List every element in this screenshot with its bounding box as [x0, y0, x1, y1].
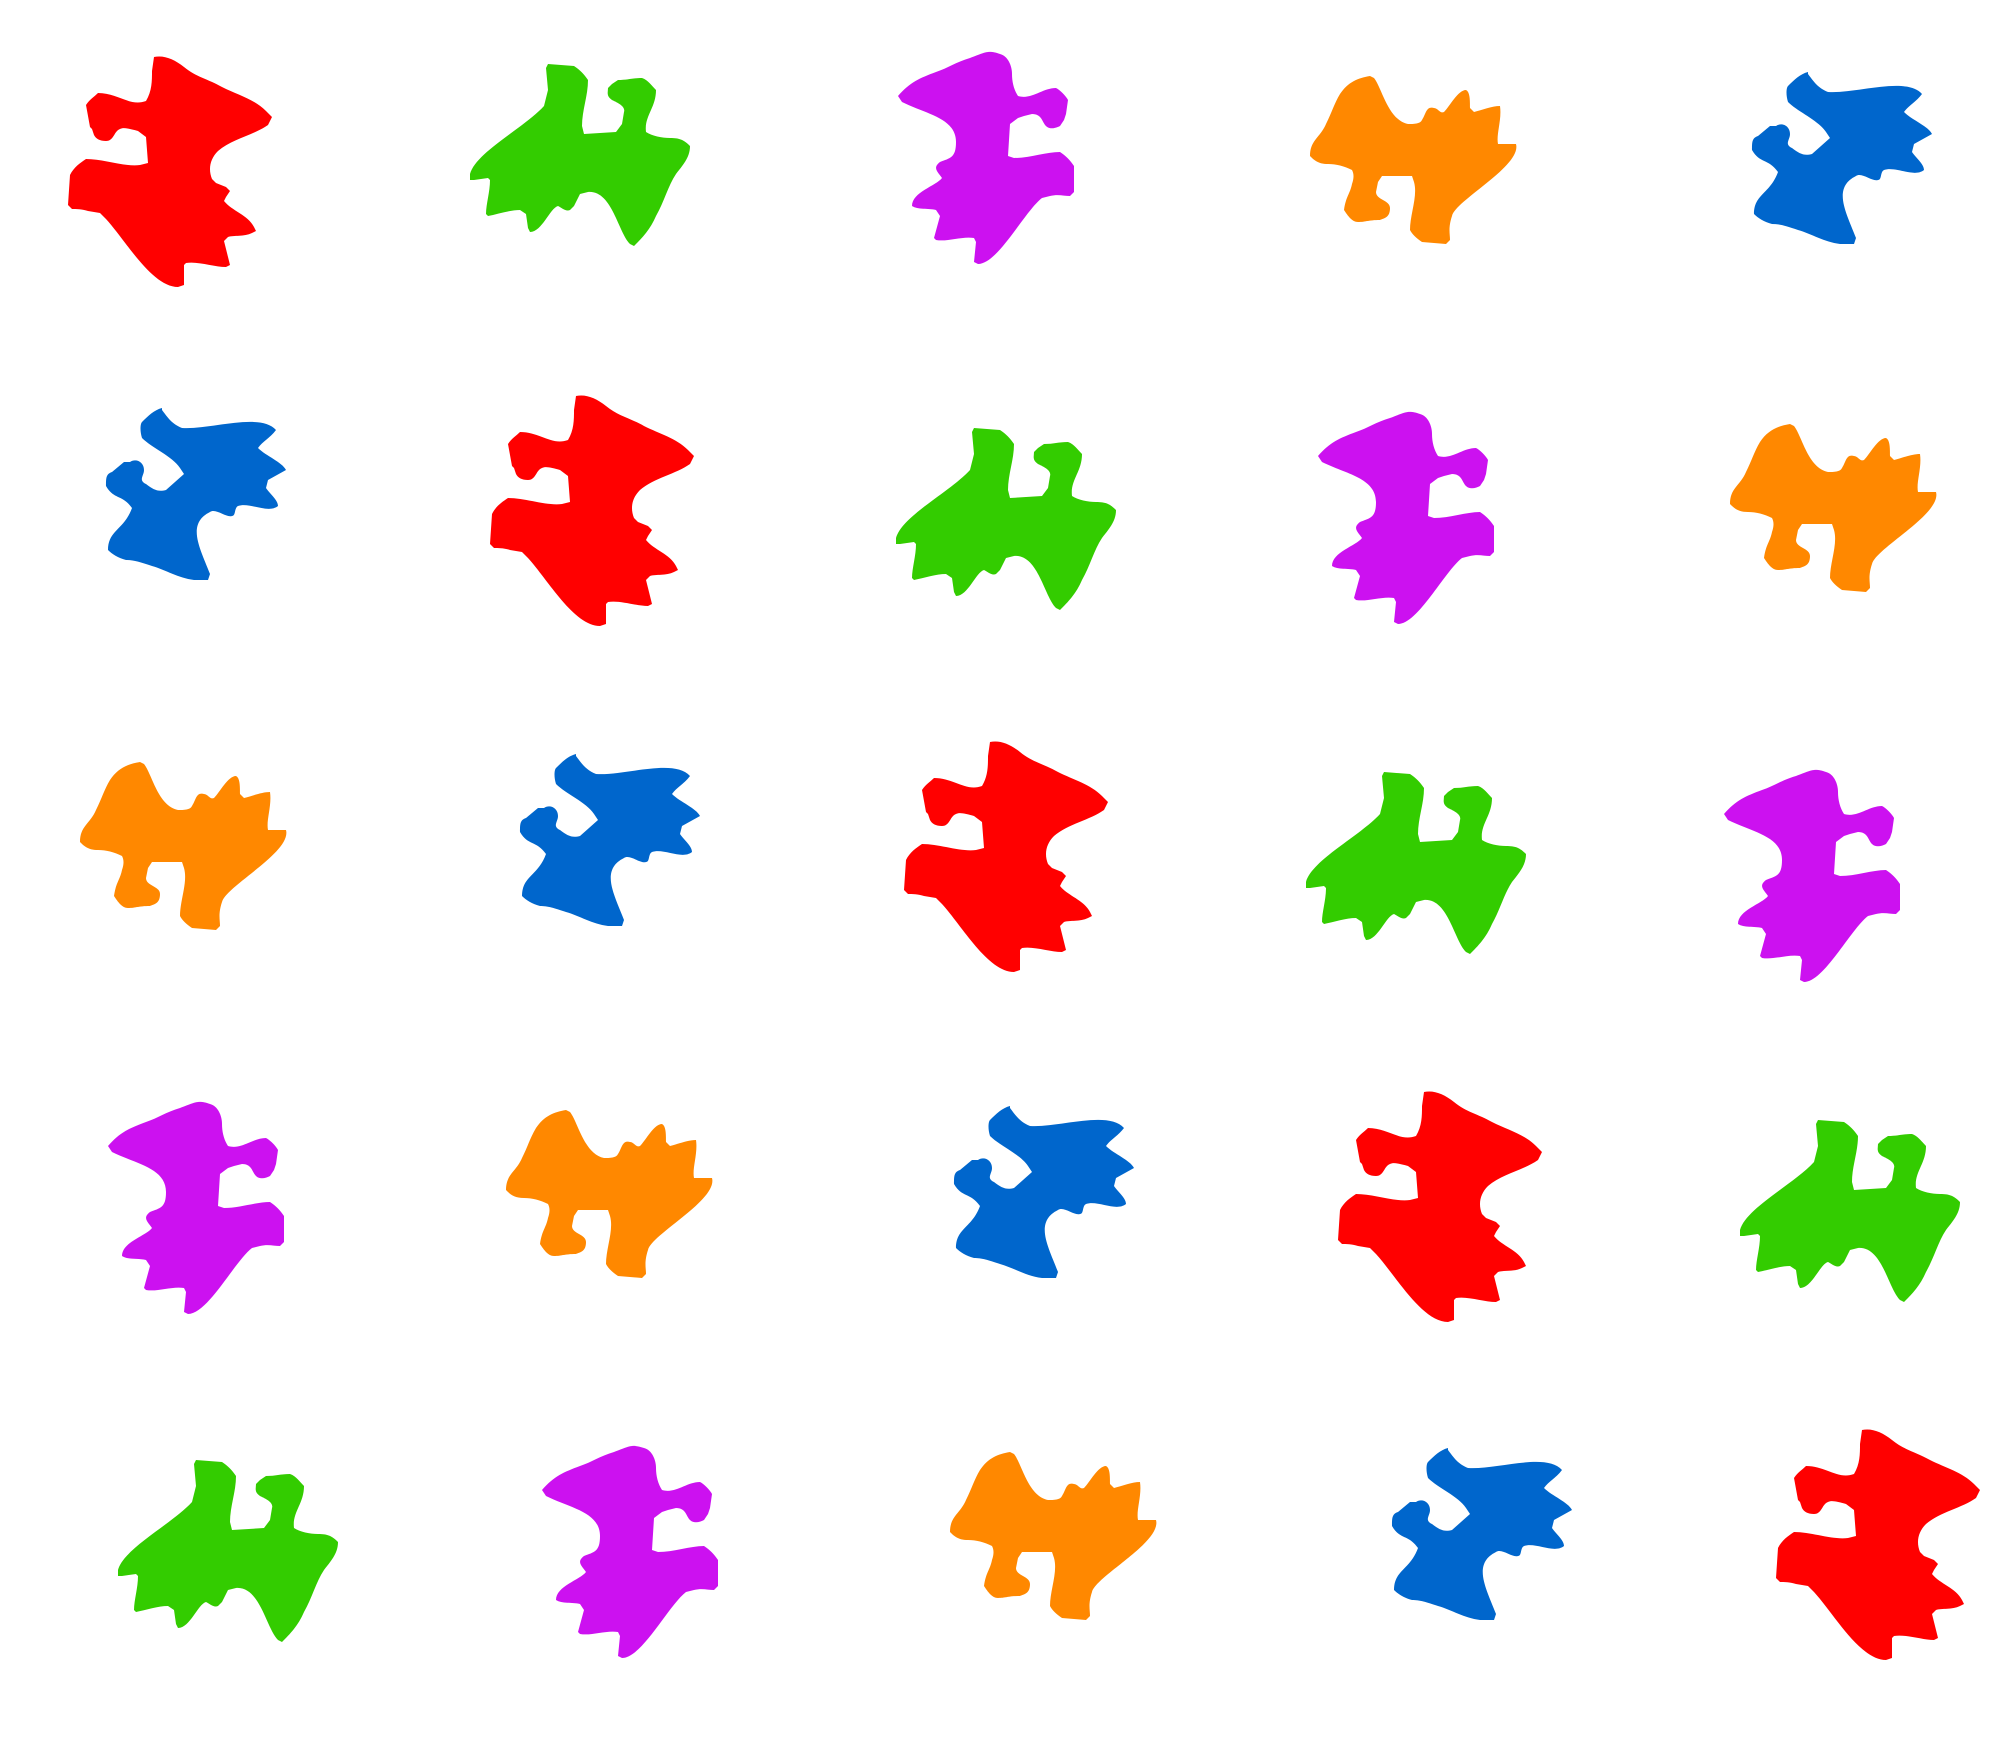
- magenta-shape: [898, 51, 1074, 265]
- red-shape: [904, 741, 1108, 972]
- orange-shape: [506, 1110, 713, 1278]
- red-shape: [1776, 1429, 1980, 1660]
- red-shape: [1338, 1091, 1542, 1322]
- blue-shape: [1752, 72, 1932, 244]
- red-shape: [68, 56, 272, 288]
- magenta-shape: [1724, 769, 1900, 982]
- green-shape: [896, 428, 1116, 610]
- shapes-layer: [68, 51, 1980, 1660]
- orange-shape: [1730, 424, 1937, 592]
- blue-shape: [954, 1106, 1134, 1278]
- blue-shape: [1392, 1448, 1572, 1620]
- green-shape: [118, 1460, 338, 1642]
- blue-shape: [106, 408, 286, 580]
- orange-shape: [950, 1452, 1157, 1620]
- magenta-shape: [1318, 411, 1494, 624]
- green-shape: [470, 64, 690, 246]
- magenta-shape: [108, 1101, 284, 1314]
- magenta-shape: [542, 1445, 718, 1658]
- orange-shape: [1310, 76, 1517, 244]
- orange-shape: [80, 762, 287, 930]
- green-shape: [1306, 772, 1526, 954]
- red-shape: [490, 395, 694, 626]
- green-shape: [1740, 1120, 1960, 1302]
- blue-shape: [520, 754, 700, 926]
